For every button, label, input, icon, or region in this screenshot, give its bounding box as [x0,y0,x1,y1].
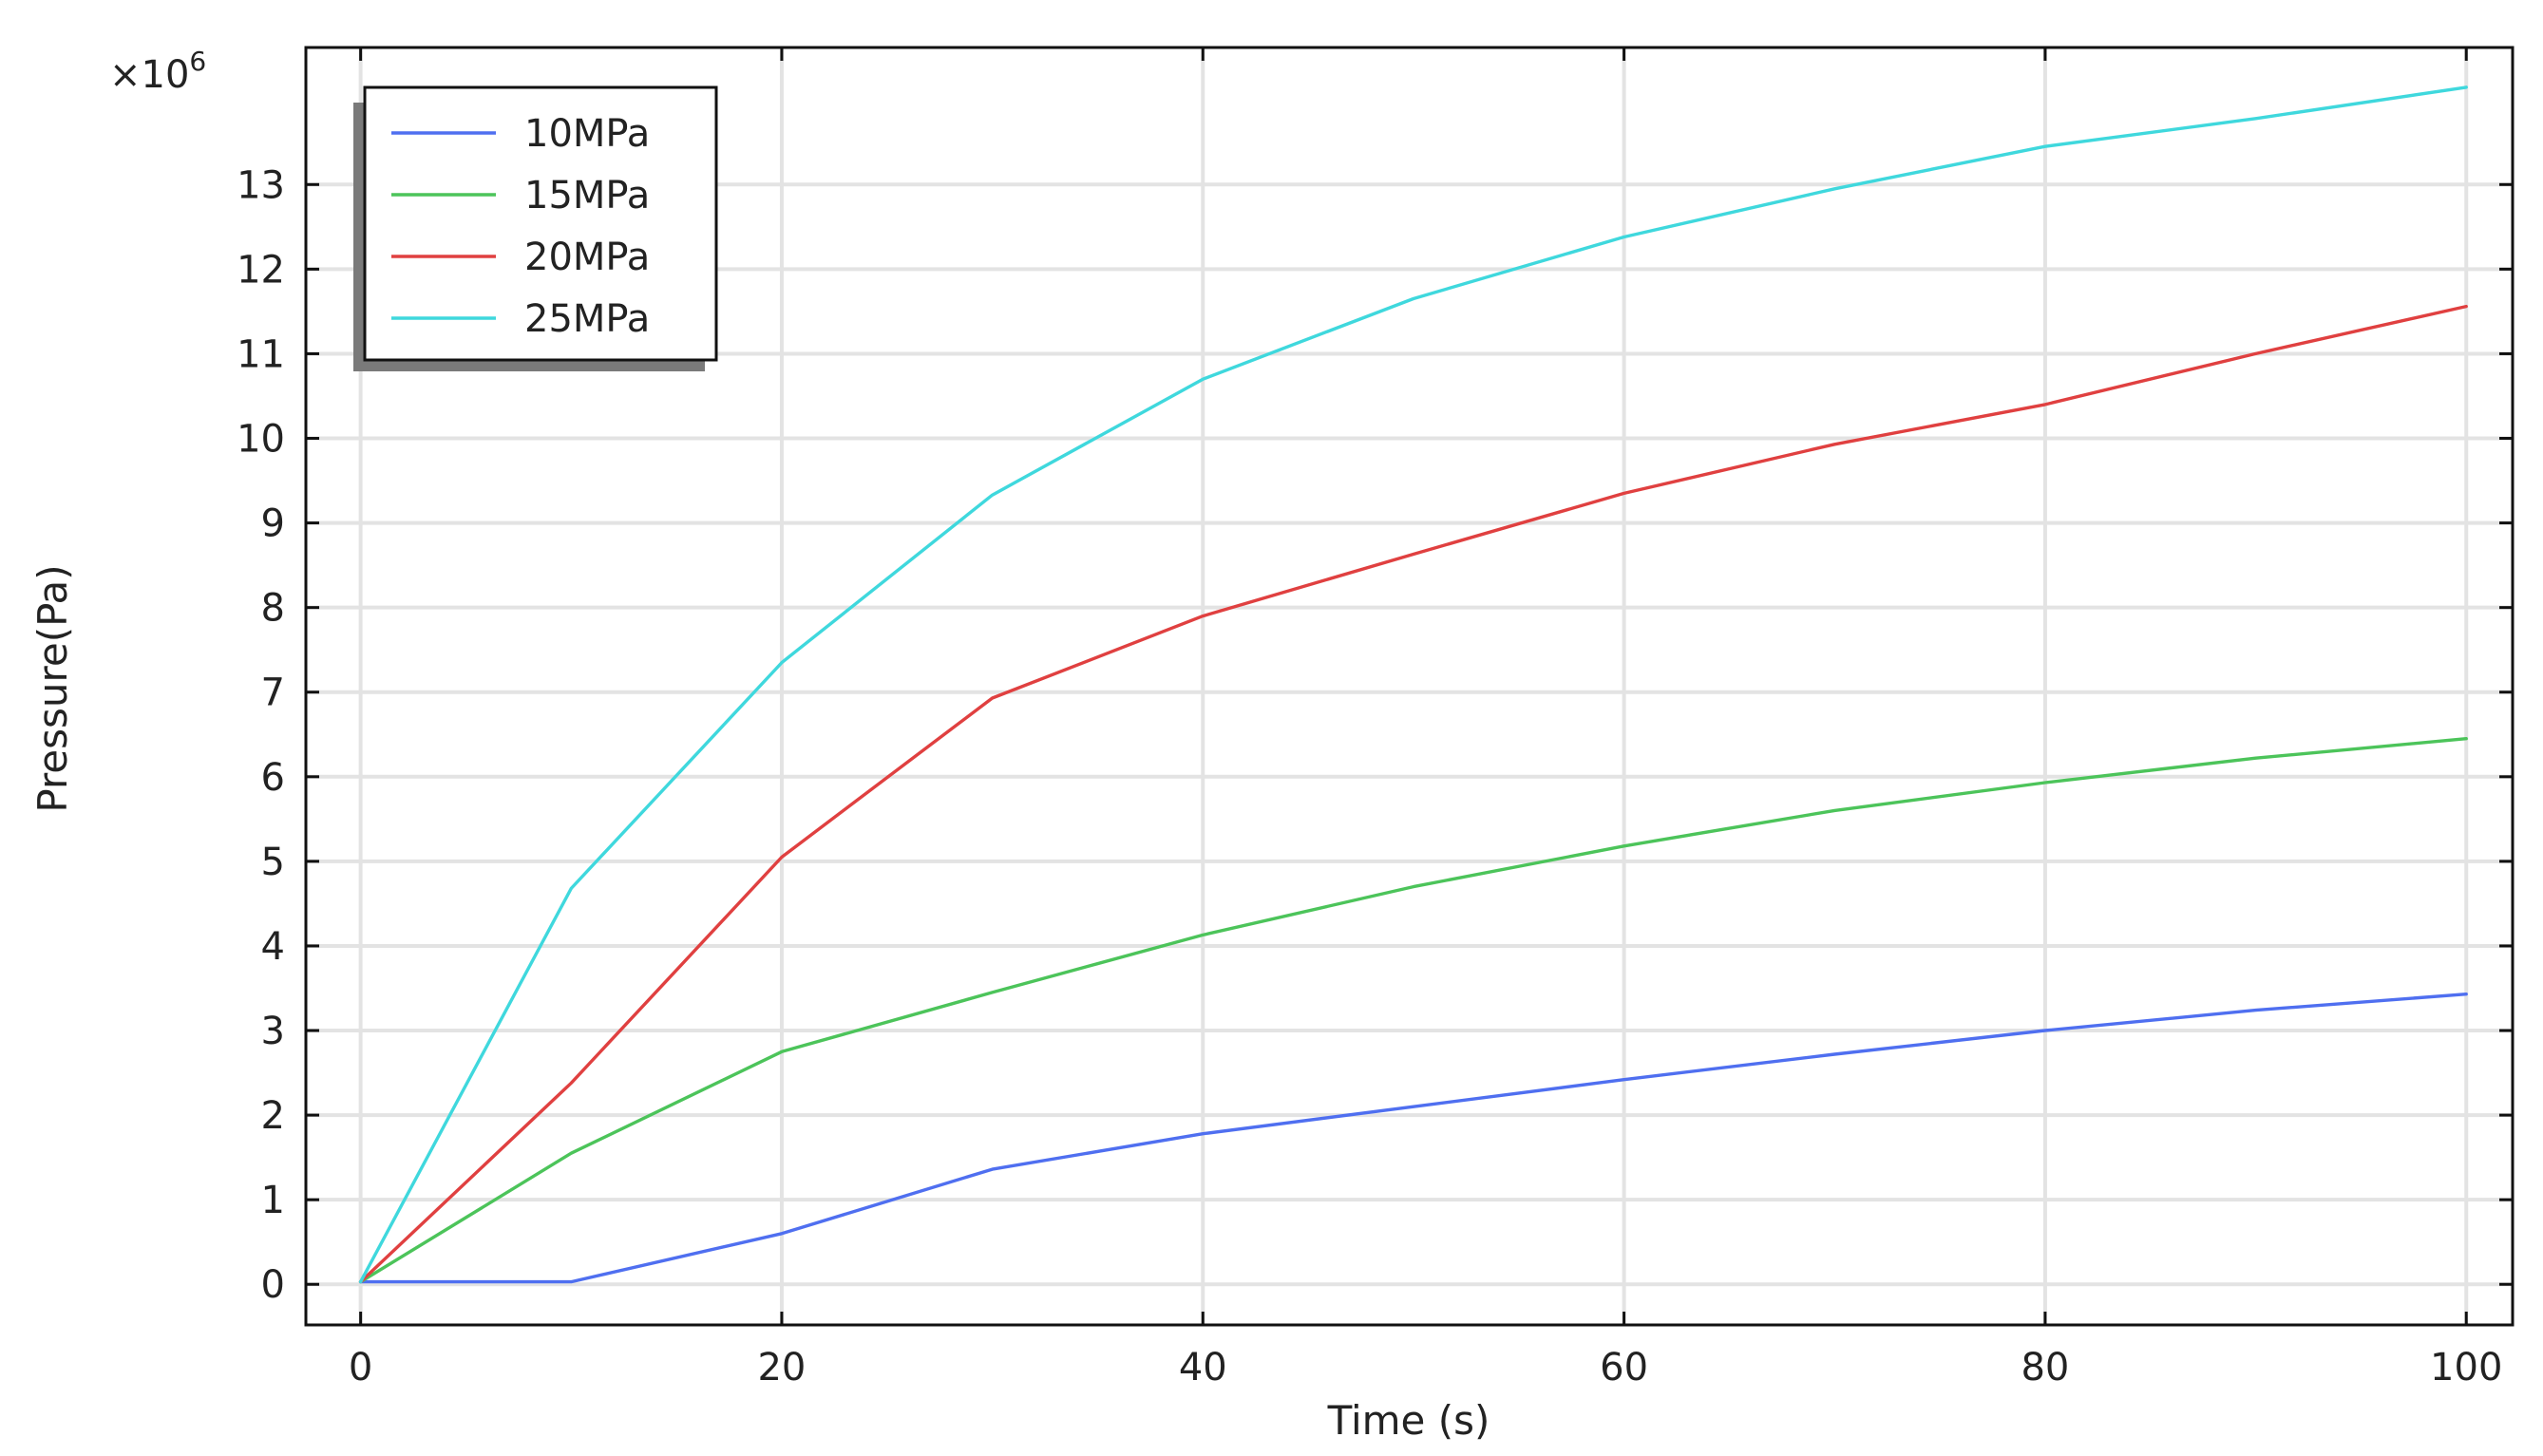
x-tick-label: 0 [349,1346,372,1390]
x-tick-label: 40 [1179,1346,1227,1390]
y-tick-label: 10 [237,418,285,462]
axis-ticks [306,47,2513,1325]
y-tick-label: 0 [261,1263,285,1307]
y-tick-label: 2 [261,1094,285,1138]
x-axis-title: Time (s) [1327,1397,1490,1444]
y-tick-label: 11 [237,332,285,376]
x-tick-label: 20 [757,1346,806,1390]
plot-frame [304,46,2515,1327]
y-axis-multiplier: ×106 [109,46,206,97]
series-line-25mpa [358,85,2468,1284]
y-tick-label: 13 [237,163,285,207]
y-tick-label: 7 [261,671,285,715]
y-tick-label: 3 [261,1010,285,1053]
legend-label-20mpa: 20MPa [524,236,650,279]
x-tick-label: 100 [2430,1346,2502,1390]
y-tick-label: 9 [261,502,285,546]
y-tick-label: 5 [261,841,285,884]
series-line-10mpa [358,992,2468,1284]
grid [306,47,2513,1325]
series-lines [358,85,2468,1284]
legend: 10MPa 15MPa 20MPa 25MPa [353,85,718,371]
x-tick-label: 60 [1600,1346,1648,1390]
y-tick-label: 1 [261,1179,285,1222]
legend-label-25mpa: 25MPa [524,297,650,341]
x-tick-label: 80 [2021,1346,2069,1390]
legend-label-10mpa: 10MPa [524,112,650,156]
legend-label-15mpa: 15MPa [524,174,650,217]
y-tick-label: 8 [261,587,285,631]
series-line-15mpa [358,737,2468,1284]
y-axis-title: Pressure(Pa) [29,564,76,812]
y-tick-label: 12 [237,248,285,292]
series-line-20mpa [358,304,2468,1284]
y-tick-label: 4 [261,925,285,969]
y-tick-label: 6 [261,756,285,800]
